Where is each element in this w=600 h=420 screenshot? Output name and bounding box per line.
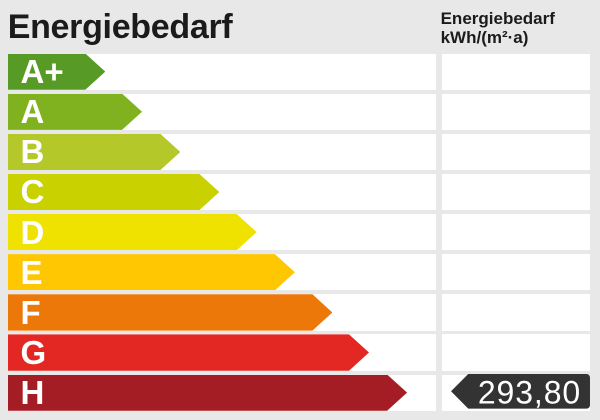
svg-text:293,80: 293,80 — [477, 375, 580, 409]
